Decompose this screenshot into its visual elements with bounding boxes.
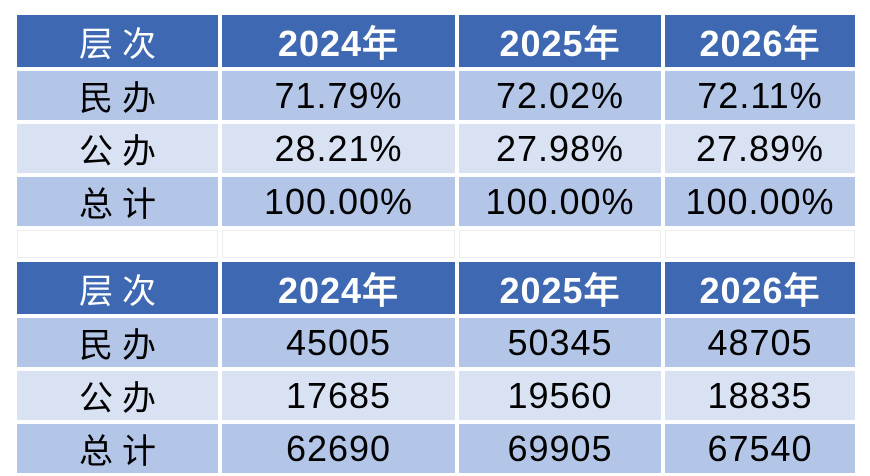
row-label-cell: 民办 [17, 318, 218, 367]
value-cell: 100.00% [459, 177, 661, 226]
row-label-cell: 公办 [17, 371, 218, 420]
table-header-row: 层次 2024年 2025年 2026年 [17, 262, 855, 314]
year-2025-header-cell: 2025年 [459, 15, 661, 67]
value-cell: 72.02% [459, 71, 661, 120]
value-cell: 18835 [665, 371, 855, 420]
table-row-total: 总计 62690 69905 67540 [17, 424, 855, 473]
value-cell: 27.98% [459, 124, 661, 173]
year-2024-header-cell: 2024年 [222, 15, 455, 67]
empty-separator-row [17, 230, 855, 258]
row-label-cell: 总计 [17, 177, 218, 226]
value-cell: 17685 [222, 371, 455, 420]
year-2026-header-cell: 2026年 [665, 262, 855, 314]
level-header-cell: 层次 [17, 15, 218, 67]
empty-cell [17, 230, 218, 258]
table-row-private: 民办 45005 50345 48705 [17, 318, 855, 367]
value-cell: 27.89% [665, 124, 855, 173]
value-cell: 69905 [459, 424, 661, 473]
value-cell: 28.21% [222, 124, 455, 173]
table-row-public: 公办 28.21% 27.98% 27.89% [17, 124, 855, 173]
year-2026-header-cell: 2026年 [665, 15, 855, 67]
level-header-cell: 层次 [17, 262, 218, 314]
value-cell: 50345 [459, 318, 661, 367]
table-row-public: 公办 17685 19560 18835 [17, 371, 855, 420]
row-label-cell: 公办 [17, 124, 218, 173]
row-label-cell: 总计 [17, 424, 218, 473]
value-cell: 19560 [459, 371, 661, 420]
empty-cell [459, 230, 661, 258]
value-cell: 72.11% [665, 71, 855, 120]
value-cell: 100.00% [222, 177, 455, 226]
count-table: 层次 2024年 2025年 2026年 民办 45005 50345 4870… [13, 258, 859, 476]
table-header-row: 层次 2024年 2025年 2026年 [17, 15, 855, 67]
empty-cell [665, 230, 855, 258]
share-percentage-table: 层次 2024年 2025年 2026年 民办 71.79% 72.02% 72… [13, 11, 859, 230]
table-row-total: 总计 100.00% 100.00% 100.00% [17, 177, 855, 226]
year-2024-header-cell: 2024年 [222, 262, 455, 314]
value-cell: 71.79% [222, 71, 455, 120]
row-label-cell: 民办 [17, 71, 218, 120]
value-cell: 45005 [222, 318, 455, 367]
year-2025-header-cell: 2025年 [459, 262, 661, 314]
value-cell: 100.00% [665, 177, 855, 226]
tables-canvas: 层次 2024年 2025年 2026年 民办 71.79% 72.02% 72… [13, 11, 859, 476]
empty-cell [222, 230, 455, 258]
value-cell: 48705 [665, 318, 855, 367]
value-cell: 62690 [222, 424, 455, 473]
value-cell: 67540 [665, 424, 855, 473]
table-row-private: 民办 71.79% 72.02% 72.11% [17, 71, 855, 120]
